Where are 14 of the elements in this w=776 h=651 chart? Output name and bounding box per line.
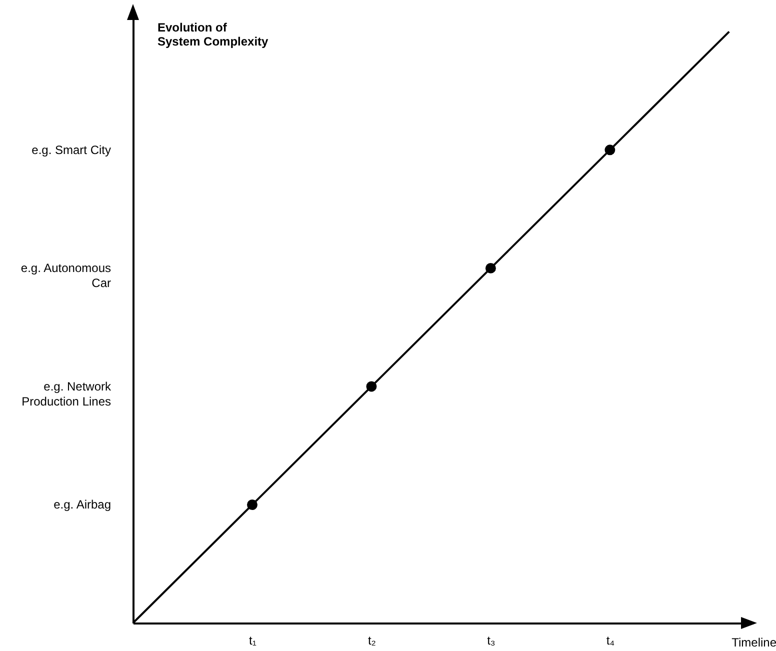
point (604, 144, 616, 156)
y-axis-title: Evolution of System Complexity (158, 20, 269, 48)
x-tick-label: t₂ (368, 634, 376, 648)
text: e.g. Smart City (32, 142, 111, 157)
text: e.g. Airbag (54, 498, 111, 512)
point (366, 381, 377, 392)
x-axis-title: Timeline (732, 636, 776, 650)
x-tick-label: t₄ (606, 634, 615, 648)
text: e.g. Network Production Lines (22, 379, 112, 408)
x-tick-label: t₁ (249, 634, 256, 648)
text: e.g. Autonomous Car (20, 261, 111, 290)
point (246, 499, 258, 510)
point (485, 262, 496, 274)
x-tick-label: t₃ (487, 634, 496, 648)
